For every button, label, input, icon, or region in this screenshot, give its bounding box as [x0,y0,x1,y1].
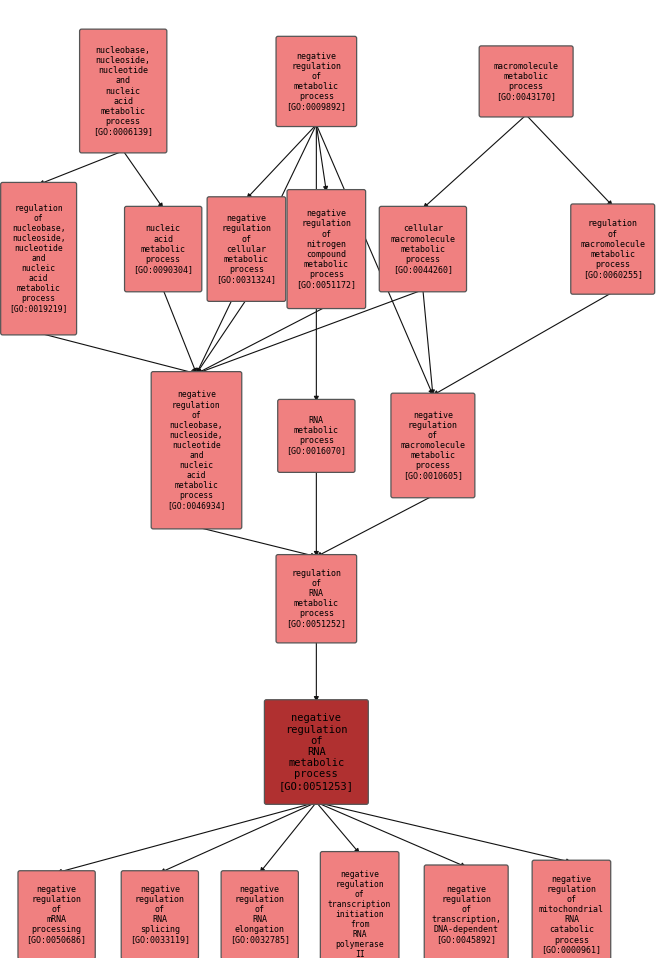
Text: cellular
macromolecule
metabolic
process
[GO:0044260]: cellular macromolecule metabolic process… [390,224,456,274]
FancyBboxPatch shape [276,36,357,126]
Text: nucleobase,
nucleoside,
nucleotide
and
nucleic
acid
metabolic
process
[GO:000613: nucleobase, nucleoside, nucleotide and n… [93,46,153,136]
FancyBboxPatch shape [287,190,366,308]
Text: RNA
metabolic
process
[GO:0016070]: RNA metabolic process [GO:0016070] [286,417,346,455]
FancyBboxPatch shape [151,372,242,529]
FancyBboxPatch shape [18,871,95,958]
Text: regulation
of
nucleobase,
nucleoside,
nucleotide
and
nucleic
acid
metabolic
proc: regulation of nucleobase, nucleoside, nu… [9,204,68,313]
Text: negative
regulation
of
transcription
initiation
from
RNA
polymerase
II
promoter
: negative regulation of transcription ini… [328,870,392,958]
FancyBboxPatch shape [1,182,77,335]
Text: negative
regulation
of
nucleobase,
nucleoside,
nucleotide
and
nucleic
acid
metab: negative regulation of nucleobase, nucle… [167,391,226,510]
FancyBboxPatch shape [264,699,368,805]
Text: negative
regulation
of
RNA
splicing
[GO:0033119]: negative regulation of RNA splicing [GO:… [130,885,190,945]
Text: regulation
of
RNA
metabolic
process
[GO:0051252]: regulation of RNA metabolic process [GO:… [286,569,346,628]
Text: macromolecule
metabolic
process
[GO:0043170]: macromolecule metabolic process [GO:0043… [494,62,559,101]
Text: negative
regulation
of
RNA
metabolic
process
[GO:0051253]: negative regulation of RNA metabolic pro… [279,714,354,790]
FancyBboxPatch shape [125,206,202,292]
FancyBboxPatch shape [276,555,357,643]
FancyBboxPatch shape [278,399,355,472]
FancyBboxPatch shape [391,393,475,498]
Text: negative
regulation
of
mitochondrial
RNA
catabolic
process
[GO:0000961]: negative regulation of mitochondrial RNA… [539,876,604,954]
FancyBboxPatch shape [121,871,198,958]
Text: negative
regulation
of
RNA
elongation
[GO:0032785]: negative regulation of RNA elongation [G… [230,885,290,945]
FancyBboxPatch shape [320,852,399,958]
FancyBboxPatch shape [532,860,611,958]
Text: negative
regulation
of
nitrogen
compound
metabolic
process
[GO:0051172]: negative regulation of nitrogen compound… [296,210,356,288]
FancyBboxPatch shape [207,196,286,302]
Text: negative
regulation
of
cellular
metabolic
process
[GO:0031324]: negative regulation of cellular metaboli… [216,215,276,284]
FancyBboxPatch shape [479,46,573,117]
Text: nucleic
acid
metabolic
process
[GO:0090304]: nucleic acid metabolic process [GO:00903… [133,224,193,274]
Text: negative
regulation
of
transcription,
DNA-dependent
[GO:0045892]: negative regulation of transcription, DN… [431,885,501,945]
FancyBboxPatch shape [221,871,298,958]
FancyBboxPatch shape [379,206,467,292]
FancyBboxPatch shape [571,204,655,294]
Text: negative
regulation
of
metabolic
process
[GO:0009892]: negative regulation of metabolic process… [286,52,346,111]
Text: negative
regulation
of
macromolecule
metabolic
process
[GO:0010605]: negative regulation of macromolecule met… [400,411,466,480]
Text: regulation
of
macromolecule
metabolic
process
[GO:0060255]: regulation of macromolecule metabolic pr… [580,219,645,279]
FancyBboxPatch shape [424,865,508,958]
FancyBboxPatch shape [79,29,167,153]
Text: negative
regulation
of
mRNA
processing
[GO:0050686]: negative regulation of mRNA processing [… [27,885,87,945]
